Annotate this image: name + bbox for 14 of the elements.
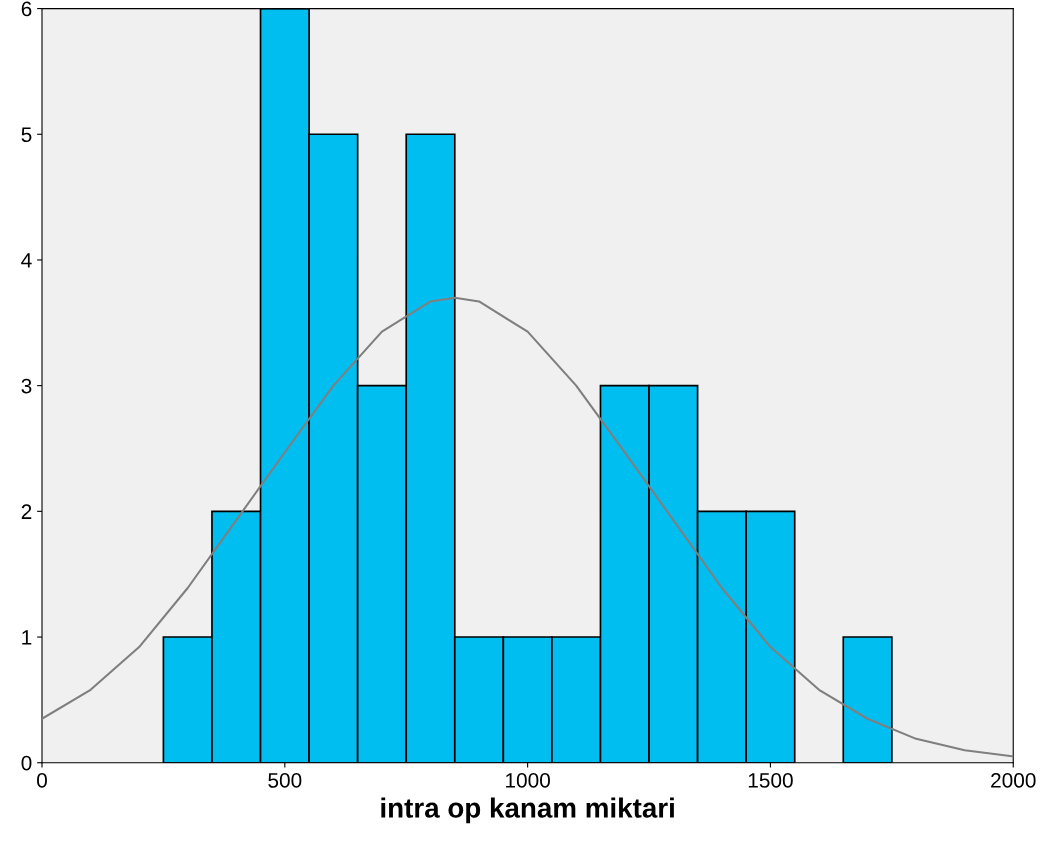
x-tick-label: 500 [268,773,302,788]
line-series [42,296,1014,758]
x-tick-label: 0 [37,773,47,788]
y-tick-label: 2 [21,504,32,519]
y-tick-label: 6 [21,1,32,17]
x-tick-label: 1000 [506,773,550,788]
y-tick-label: 5 [21,127,32,143]
y-tick-label: 1 [22,630,32,645]
y-tick-label: 4 [21,253,32,268]
x-tick-label: 2000 [991,773,1036,788]
x-axis-title: intra op kanam miktari [381,797,674,824]
x-tick-label: 1500 [748,773,793,788]
y-tick-label: 3 [21,378,32,394]
y-tick-label: 0 [21,755,32,771]
